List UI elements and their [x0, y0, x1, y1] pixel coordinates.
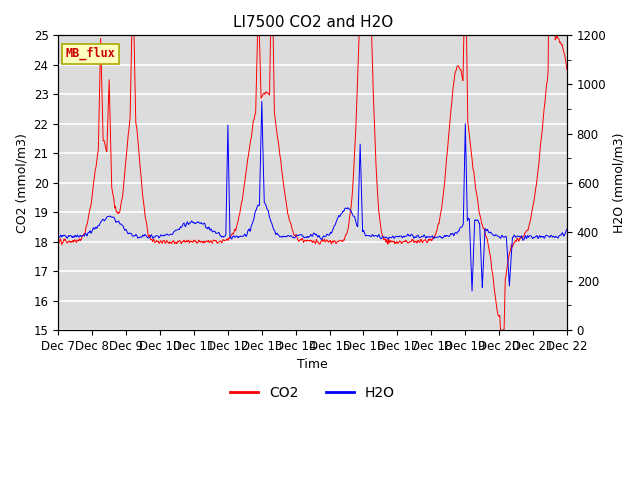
H2O	[456, 228, 463, 233]
CO2	[456, 65, 463, 71]
H2O	[294, 232, 301, 238]
Y-axis label: CO2 (mmol/m3): CO2 (mmol/m3)	[15, 133, 28, 233]
H2O	[426, 234, 434, 240]
H2O	[258, 98, 266, 104]
H2O	[398, 235, 406, 240]
Text: MB_flux: MB_flux	[66, 47, 116, 60]
CO2	[128, 18, 136, 24]
CO2	[146, 234, 154, 240]
CO2	[54, 240, 62, 245]
CO2	[563, 67, 571, 72]
H2O	[146, 235, 154, 240]
CO2	[398, 240, 406, 245]
Legend: CO2, H2O: CO2, H2O	[225, 381, 401, 406]
Line: H2O: H2O	[58, 101, 567, 291]
Line: CO2: CO2	[58, 21, 567, 330]
X-axis label: Time: Time	[297, 359, 328, 372]
H2O	[468, 288, 476, 294]
CO2	[563, 63, 570, 69]
H2O	[54, 236, 62, 241]
CO2	[294, 236, 301, 241]
Title: LI7500 CO2 and H2O: LI7500 CO2 and H2O	[232, 15, 393, 30]
CO2	[497, 327, 504, 333]
H2O	[563, 226, 571, 232]
H2O	[563, 227, 570, 233]
CO2	[426, 237, 434, 243]
Y-axis label: H2O (mmol/m3): H2O (mmol/m3)	[612, 132, 625, 233]
